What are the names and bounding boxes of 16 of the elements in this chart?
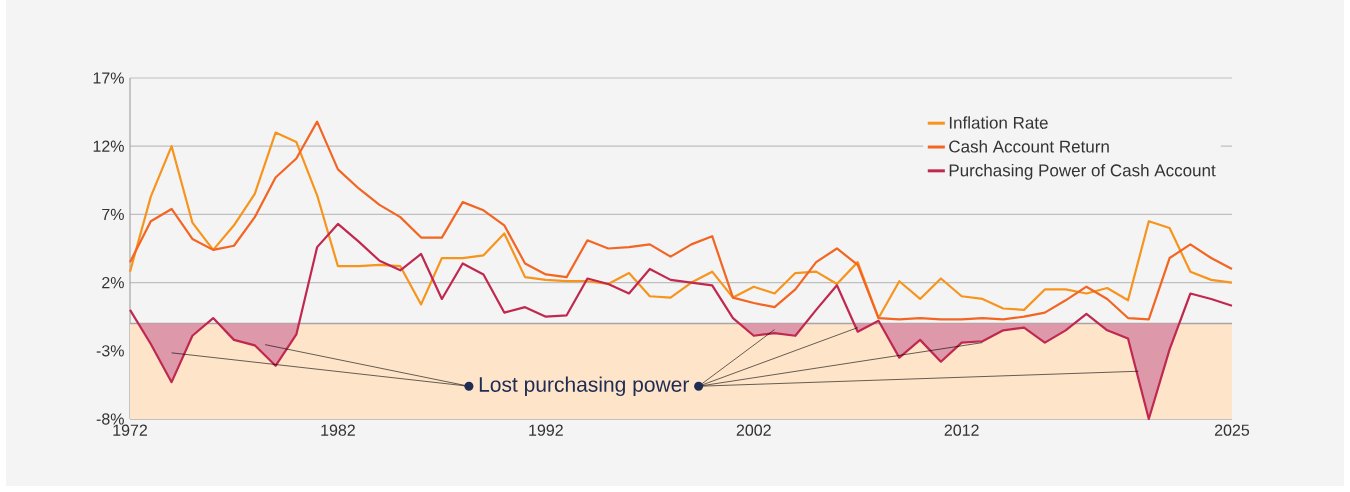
y-tick-label: -3% <box>96 345 124 357</box>
y-tick-label: -8% <box>96 413 124 425</box>
y-tick-label: 17% <box>93 72 124 84</box>
x-tick-label: 1972 <box>113 424 147 436</box>
x-tick-label: 1992 <box>529 424 563 436</box>
x-tick-label: 2012 <box>944 424 979 436</box>
y-tick-label: 2% <box>102 276 124 289</box>
y-tick-label: 7% <box>102 208 124 220</box>
x-tick-label: 2025 <box>1214 424 1250 436</box>
legend-label: Inflation Rate <box>949 116 1048 129</box>
y-tick-label: 12% <box>93 140 124 152</box>
x-tick-label: 1982 <box>321 424 355 436</box>
x-tick-label: 2002 <box>736 424 771 436</box>
legend-label: Cash Account Return <box>949 140 1109 153</box>
legend-label: Purchasing Power of Cash Account <box>949 163 1216 180</box>
annotation: Lost purchasing power <box>479 376 690 397</box>
